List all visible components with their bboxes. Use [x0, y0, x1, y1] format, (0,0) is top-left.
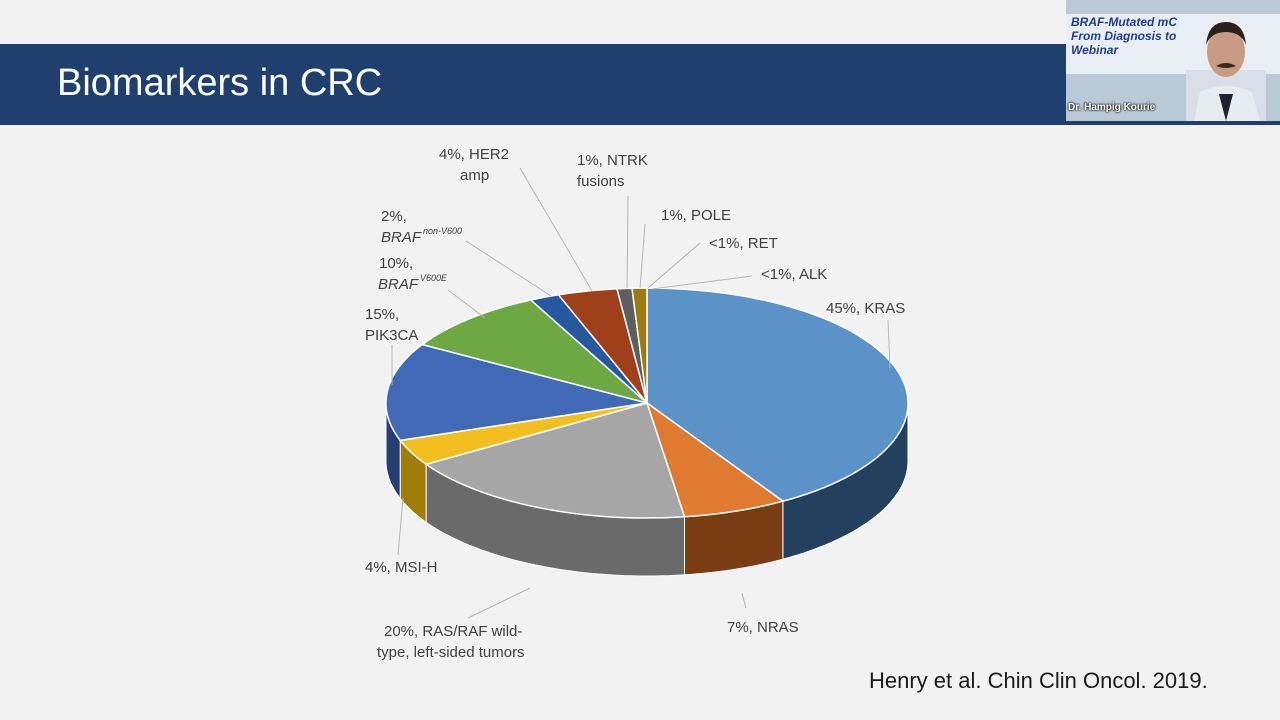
label-braf-v600e-pct: 10%,	[379, 255, 413, 272]
leader-line-pole	[639, 223, 646, 289]
slide-title: Biomarkers in CRC	[57, 62, 383, 104]
speaker-video-tile[interactable]: BRAF-Mutated mC From Diagnosis to Webina…	[1066, 0, 1280, 121]
label-braf-non-sup: non-V600	[423, 226, 462, 236]
label-pole: 1%, POLE	[661, 207, 731, 224]
label-pik3ca-line2: PIK3CA	[365, 327, 418, 344]
leader-line-kras	[887, 319, 891, 369]
pie-slice-9	[631, 287, 648, 404]
leader-line-alk	[651, 275, 753, 290]
label-nras: 7%, NRAS	[727, 619, 799, 636]
leader-line-braf-v600e	[447, 289, 486, 319]
label-braf-v600e-gene: BRAF	[378, 276, 419, 293]
speaker-avatar	[1186, 22, 1266, 121]
pie-slice-0	[646, 287, 909, 503]
label-her2-line2: amp	[460, 167, 489, 184]
pie-slice-5	[420, 299, 648, 404]
label-ret: <1%, RET	[709, 235, 778, 252]
pie-slice-4	[385, 343, 648, 442]
label-wildtype-line2: type, left-sided tumors	[377, 644, 525, 661]
label-her2-line1: 4%, HER2	[439, 146, 509, 163]
leader-line-ntrk	[626, 195, 629, 289]
leader-line-her2	[519, 167, 593, 292]
pie-slice-2	[424, 402, 686, 519]
webinar-banner	[1066, 14, 1280, 74]
label-kras: 45%, KRAS	[826, 300, 905, 317]
label-alk: <1%, ALK	[761, 266, 827, 283]
leader-line-wildtype	[467, 587, 531, 619]
label-braf-non-pct: 2%,	[381, 208, 407, 225]
leader-line-braf-non	[465, 240, 552, 297]
label-braf-non-gene: BRAF	[381, 229, 422, 246]
leader-line-nras	[741, 592, 747, 609]
label-msi: 4%, MSI-H	[365, 559, 438, 576]
speaker-name: Dr. Hampig Kourie	[1068, 102, 1156, 113]
label-braf-v600e-sup: V600E	[420, 273, 448, 283]
banner-line: From Diagnosis to	[1071, 29, 1177, 43]
leader-line-ret	[647, 242, 701, 289]
label-pik3ca-line1: 15%,	[365, 306, 399, 323]
leader-line-msi	[397, 497, 404, 556]
citation: Henry et al. Chin Clin Oncol. 2019.	[869, 668, 1208, 693]
banner-line: Webinar	[1071, 43, 1119, 57]
label-wildtype-line1: 20%, RAS/RAF wild-	[384, 623, 522, 640]
label-ntrk-line2: fusions	[577, 173, 625, 190]
webinar-banner-text: BRAF-Mutated mC From Diagnosis to Webina…	[1071, 15, 1271, 57]
banner-line: BRAF-Mutated mC	[1071, 15, 1177, 29]
label-ntrk-line1: 1%, NTRK	[577, 152, 648, 169]
